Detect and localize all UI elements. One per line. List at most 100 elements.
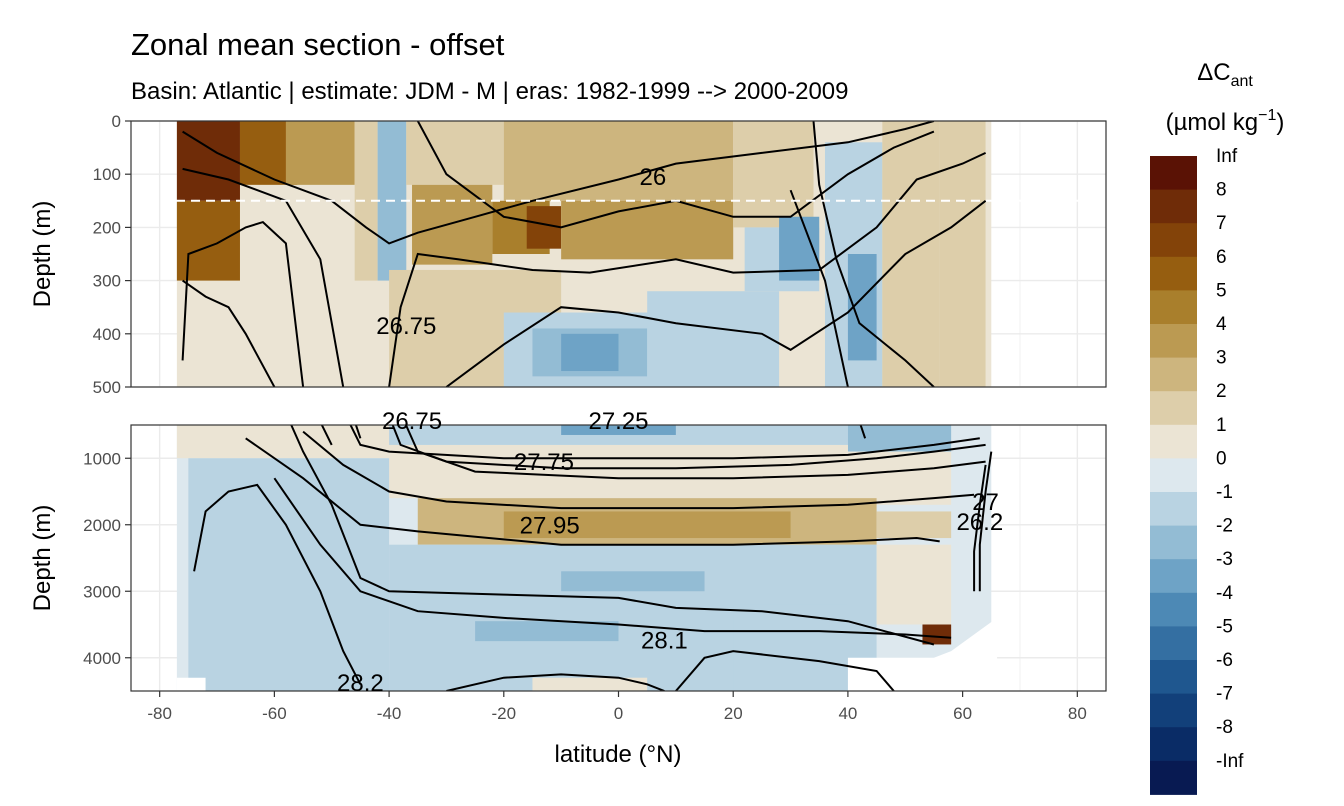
isopycnal-label: 26.2 [956,509,1003,536]
legend-label: 4 [1216,314,1227,335]
field-cell [176,200,240,281]
isopycnal-contour [181,220,305,387]
x-tick-label: -40 [377,704,402,723]
field-cell [733,121,814,228]
legend-label: -3 [1216,549,1233,570]
field-cell [561,200,734,260]
isopycnal-contour [302,430,975,510]
x-tick-label: 0 [614,704,623,723]
isopycnal-contour [290,425,935,646]
field-cell [876,544,952,625]
field-cell [561,571,705,592]
x-tick-label: 80 [1068,704,1087,723]
field-cell [882,121,940,387]
legend-key [1150,559,1197,594]
field-cell [526,206,562,249]
field-cell [561,333,619,372]
isopycnal-contour [391,425,986,470]
x-tick-label: 40 [838,704,857,723]
isopycnal-contour [404,425,986,480]
field-cell [412,184,493,265]
legend-key [1150,424,1197,459]
isopycnal-contour [789,189,849,387]
field-cell [354,121,378,281]
y-tick-label: 0 [112,112,121,131]
y-tick-label: 1000 [83,449,121,468]
legend-label: 1 [1216,415,1227,436]
legend-key [1150,156,1197,191]
field-cell [176,425,401,459]
legend-label: 0 [1216,448,1227,469]
legend-key [1150,324,1197,359]
y-axis-label-upper: Depth (m) [29,201,56,308]
isopycnal-label: 28.2 [337,670,384,697]
isopycnal-contour [182,121,935,245]
isopycnal-contour [388,151,987,387]
isopycnal-contour [182,279,276,387]
isopycnal-contour [245,437,940,546]
field-cell [532,677,648,691]
x-tick-label: 20 [724,704,743,723]
isopycnal-label: 27.25 [588,408,648,435]
isopycnal-label: 28.1 [641,627,688,654]
field-cell [561,425,676,435]
legend-units: (µmol kg−1) [1166,107,1285,136]
field-cell [922,624,952,645]
isopycnal-contour [193,483,362,685]
isopycnal-label: 26 [640,164,667,191]
isopycnal-contour [446,673,665,691]
legend-key [1150,660,1197,695]
x-tick-label: 60 [953,704,972,723]
isopycnal-label: 27.75 [514,449,574,476]
field-cell [406,121,504,185]
legend-key [1150,223,1197,258]
legend-label: 2 [1216,381,1227,402]
legend-label: -Inf [1216,751,1244,772]
field-cell [389,444,848,499]
legend-key [1150,189,1197,224]
y-tick-label: 3000 [83,582,121,601]
field-cell [847,425,952,452]
legend-key [1150,357,1197,392]
legend-key [1150,727,1197,762]
legend-label: 6 [1216,247,1227,268]
legend-label: 3 [1216,348,1227,369]
legend-label: -5 [1216,616,1233,637]
legend-label: 8 [1216,180,1227,201]
isopycnal-contour [182,167,345,387]
isopycnal-contour [973,464,987,592]
isopycnal-contour [812,121,935,387]
isopycnal-contour [273,477,952,639]
x-tick-label: -60 [262,704,287,723]
field-cell [503,511,791,539]
field-cell [733,604,848,691]
field-cell [876,511,952,539]
legend: ΔCant (µmol kg−1) Inf 8 7 6 5 4 3 2 1 0 -1 -2 -3 -4 -5… [1150,59,1284,795]
isopycnal-label: 26.75 [382,408,442,435]
legend-key [1150,626,1197,661]
y-tick-label: 300 [93,272,121,291]
legend-key [1150,290,1197,325]
legend-label: 7 [1216,213,1227,234]
legend-key [1150,458,1197,493]
isopycnal-contour [445,200,987,387]
isopycnal-label: 27.95 [520,512,580,539]
isopycnal-contour [675,650,895,691]
panel-lower: 1000 2000 3000 4000 [83,424,1107,692]
field-cell [939,121,986,387]
chart-subtitle: Basin: Atlantic | estimate: JDM - M | er… [131,78,848,105]
y-tick-label: 4000 [83,649,121,668]
isopycnal-label: 27 [972,489,999,516]
y-tick-label: 100 [93,165,121,184]
y-tick-label: 200 [93,218,121,237]
legend-key [1150,693,1197,728]
legend-label: -1 [1216,482,1233,503]
legend-key [1150,592,1197,627]
legend-key [1150,492,1197,527]
isopycnal-contour [349,425,980,460]
y-tick-label: 400 [93,325,121,344]
legend-label: -6 [1216,650,1233,671]
field-cell [285,121,355,185]
field-cell [847,451,952,505]
